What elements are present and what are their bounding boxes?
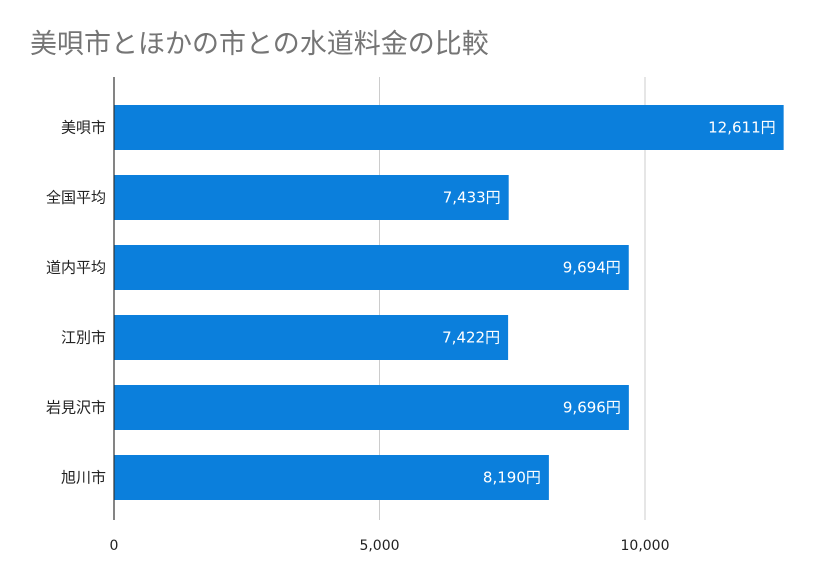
bar (114, 315, 509, 360)
category-label: 美唄市 (61, 119, 106, 137)
bar (114, 245, 629, 290)
bar (114, 175, 509, 220)
bar (114, 105, 784, 150)
category-label: 道内平均 (46, 259, 106, 277)
bar (114, 455, 549, 500)
category-label: 岩見沢市 (46, 399, 106, 417)
data-label: 7,433円 (443, 189, 501, 207)
bar (114, 385, 629, 430)
chart-title: 美唄市とほかの市との水道料金の比較 (30, 29, 489, 60)
bar-layer (114, 105, 784, 500)
x-tick-label: 0 (110, 538, 119, 554)
data-label: 9,696円 (563, 399, 621, 417)
category-label: 旭川市 (61, 469, 106, 487)
x-tick-label: 10,000 (621, 538, 670, 554)
x-tick-label: 5,000 (359, 538, 399, 554)
data-label: 9,694円 (563, 259, 621, 277)
grid-layer (379, 77, 646, 520)
data-label: 8,190円 (483, 469, 541, 487)
data-label: 12,611円 (708, 119, 776, 137)
category-label: 江別市 (61, 329, 106, 347)
data-label: 7,422円 (442, 329, 500, 347)
category-label: 全国平均 (46, 189, 106, 207)
